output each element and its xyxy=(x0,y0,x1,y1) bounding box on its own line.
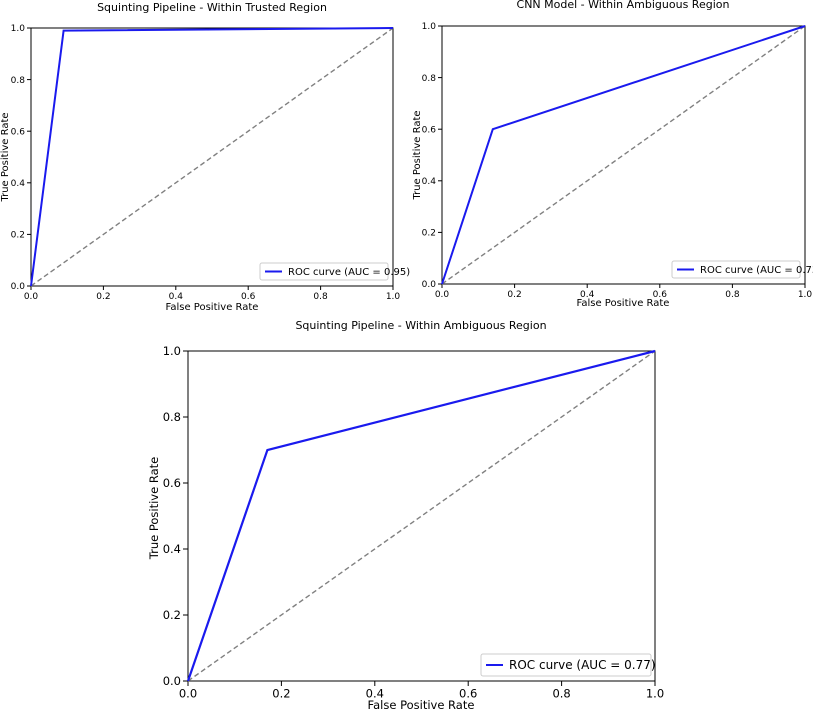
y-axis-label: True Positive Rate xyxy=(412,110,423,200)
y-tick-label: 0.8 xyxy=(163,410,181,424)
x-axis-label: False Positive Rate xyxy=(368,698,475,712)
chance-diagonal-line xyxy=(441,25,806,285)
y-axis-label: True Positive Rate xyxy=(147,457,161,560)
roc-curve-line xyxy=(441,25,806,285)
y-tick-label: 0.4 xyxy=(11,179,26,189)
x-tick-label: 0.4 xyxy=(169,292,184,302)
x-tick-label: 0.6 xyxy=(241,292,256,302)
y-tick-label: 0.6 xyxy=(11,127,26,137)
x-axis-label: False Positive Rate xyxy=(577,298,670,309)
roc-chart-cnn-ambiguous: CNN Model - Within Ambiguous Region Fals… xyxy=(412,0,813,309)
y-tick-label: 0.2 xyxy=(422,229,436,239)
roc-curve-line xyxy=(30,27,394,287)
chance-diagonal-line xyxy=(187,350,656,682)
legend-box xyxy=(480,653,652,677)
y-tick-label: 0.4 xyxy=(422,177,437,187)
x-tick-label: 0.8 xyxy=(552,687,570,701)
roc-curve-line xyxy=(186,349,656,682)
chart-title: CNN Model - Within Ambiguous Region xyxy=(517,0,730,11)
legend-label: ROC curve (AUC = 0.77) xyxy=(509,658,656,672)
x-tick-label: 0.0 xyxy=(179,687,197,701)
x-tick-label: 0.4 xyxy=(580,290,595,300)
x-tick-label: 0.2 xyxy=(272,687,290,701)
roc-chart-trusted: Squinting Pipeline - Within Trusted Regi… xyxy=(0,1,410,313)
x-axis-label: False Positive Rate xyxy=(166,302,259,313)
x-tick-label: 0.6 xyxy=(459,687,477,701)
y-axis-label: True Positive Rate xyxy=(0,112,11,202)
roc-chart-squinting-ambiguous: Squinting Pipeline - Within Ambiguous Re… xyxy=(147,319,664,712)
plot-frame xyxy=(30,27,394,287)
y-tick-label: 0.0 xyxy=(11,282,26,292)
y-tick-label: 1.0 xyxy=(422,22,437,32)
y-tick-label: 0.6 xyxy=(163,476,181,490)
x-tick-label: 0.6 xyxy=(653,290,668,300)
x-tick-label: 1.0 xyxy=(798,290,813,300)
y-tick-label: 0.2 xyxy=(163,608,181,622)
plot-frame xyxy=(187,350,656,682)
x-tick-label: 0.8 xyxy=(313,292,328,302)
legend-box xyxy=(259,262,389,281)
legend-label: ROC curve (AUC = 0.95) xyxy=(288,267,410,278)
y-tick-label: 0.8 xyxy=(11,76,26,86)
chart-title: Squinting Pipeline - Within Trusted Regi… xyxy=(97,1,327,14)
x-tick-label: 1.0 xyxy=(646,687,664,701)
legend-label: ROC curve (AUC = 0.73) xyxy=(700,265,813,276)
y-tick-label: 0.6 xyxy=(422,125,437,135)
y-tick-label: 0.8 xyxy=(422,74,437,84)
y-tick-label: 1.0 xyxy=(11,24,26,34)
y-tick-label: 0.0 xyxy=(422,280,437,290)
y-tick-label: 0.2 xyxy=(11,231,25,241)
plot-frame xyxy=(441,25,806,285)
x-tick-label: 0.8 xyxy=(725,290,740,300)
x-tick-label: 0.0 xyxy=(24,292,39,302)
y-tick-label: 0.4 xyxy=(163,542,181,556)
x-tick-label: 0.2 xyxy=(96,292,110,302)
chance-diagonal-line xyxy=(30,27,394,287)
x-tick-label: 1.0 xyxy=(386,292,401,302)
y-tick-label: 0.0 xyxy=(163,674,181,688)
legend-box xyxy=(671,260,801,279)
y-tick-label: 1.0 xyxy=(163,344,181,358)
chart-title: Squinting Pipeline - Within Ambiguous Re… xyxy=(295,319,546,332)
x-tick-label: 0.4 xyxy=(366,687,384,701)
x-tick-label: 0.2 xyxy=(507,290,521,300)
x-tick-label: 0.0 xyxy=(435,290,450,300)
